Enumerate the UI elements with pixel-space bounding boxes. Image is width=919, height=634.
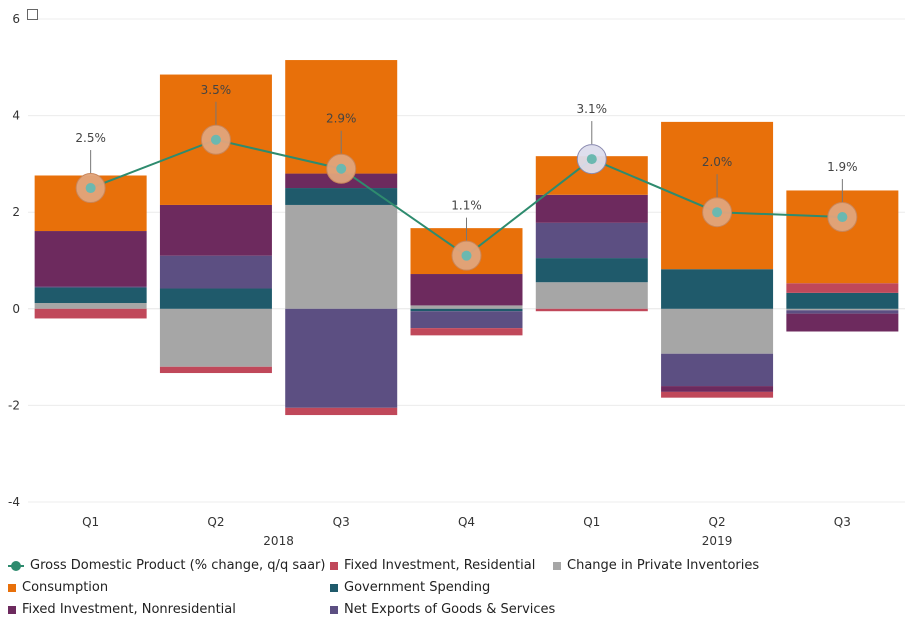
gdp-data-label: 3.5% bbox=[201, 83, 232, 97]
legend-swatch-net-exports bbox=[330, 605, 338, 614]
legend-line-marker-icon bbox=[8, 560, 24, 571]
bar-segment bbox=[661, 386, 774, 392]
legend-item-nonresidential[interactable]: Fixed Investment, Nonresidential bbox=[8, 602, 236, 617]
gdp-point bbox=[85, 183, 96, 194]
bar-segment bbox=[34, 287, 147, 304]
legend-label-nonresidential: Fixed Investment, Nonresidential bbox=[22, 602, 236, 617]
gdp-contributions-chart: 2.5% 3.5% 2.9% 1.1% 3.1% 2.0% 1.9% 6 4 2 0 -2 -4 Q1 Q… bbox=[8, 12, 905, 548]
bar-segment bbox=[535, 258, 648, 283]
gdp-data-label: 1.1% bbox=[451, 199, 482, 213]
bar-segment bbox=[285, 308, 398, 408]
bar-segment bbox=[786, 308, 899, 311]
legend-item-gdp[interactable]: Gross Domestic Product (% change, q/q sa… bbox=[8, 558, 325, 573]
bar-segment bbox=[159, 255, 272, 289]
bar-segment bbox=[786, 310, 899, 314]
gdp-line-layer: 2.5% 3.5% 2.9% 1.1% 3.1% 2.0% 1.9% bbox=[75, 83, 858, 271]
legend-label-gdp: Gross Domestic Product (% change, q/q sa… bbox=[30, 558, 326, 573]
legend-item-inventories[interactable]: Change in Private Inventories bbox=[553, 558, 759, 573]
bar-segment bbox=[661, 269, 774, 309]
bar-segment bbox=[34, 303, 147, 309]
y-tick-label: 4 bbox=[12, 109, 20, 123]
bar-segment bbox=[410, 328, 523, 336]
x-tick-label: Q2 bbox=[207, 515, 224, 529]
bar-segment bbox=[34, 231, 147, 287]
legend-label-net-exports: Net Exports of Goods & Services bbox=[344, 602, 556, 617]
bar-segment bbox=[535, 194, 648, 223]
legend-swatch-nonresidential bbox=[8, 605, 16, 614]
bar-segment bbox=[410, 311, 523, 329]
x-tick-label: Q3 bbox=[333, 515, 350, 529]
legend: Gross Domestic Product (% change, q/q sa… bbox=[8, 558, 908, 628]
bar-segment bbox=[285, 204, 398, 309]
bar-segment bbox=[159, 204, 272, 256]
legend-label-residential: Fixed Investment, Residential bbox=[344, 558, 536, 573]
y-tick-label: -2 bbox=[8, 398, 20, 412]
legend-swatch-government bbox=[330, 583, 338, 592]
legend-label-consumption: Consumption bbox=[22, 580, 109, 595]
bar-segment bbox=[535, 282, 648, 309]
legend-swatch-residential bbox=[330, 561, 338, 570]
bar-segment bbox=[410, 308, 523, 312]
bar-segment bbox=[661, 308, 774, 354]
bar-segment bbox=[786, 292, 899, 309]
bar-segment bbox=[159, 366, 272, 374]
gdp-point bbox=[712, 207, 723, 218]
gdp-point bbox=[837, 212, 848, 223]
legend-label-inventories: Change in Private Inventories bbox=[567, 558, 760, 573]
legend-item-government[interactable]: Government Spending bbox=[330, 580, 490, 595]
x-tick-label: Q4 bbox=[458, 515, 475, 529]
x-tick-label: Q2 bbox=[709, 515, 726, 529]
gdp-data-label: 2.9% bbox=[326, 112, 357, 126]
y-tick-label: -4 bbox=[8, 495, 20, 509]
bar-segment bbox=[159, 288, 272, 309]
bar-segment bbox=[34, 308, 147, 319]
bar-segment bbox=[285, 188, 398, 205]
bar-segment bbox=[661, 391, 774, 398]
bar-segment bbox=[535, 308, 648, 312]
bar-segment bbox=[285, 407, 398, 416]
legend-item-residential[interactable]: Fixed Investment, Residential bbox=[330, 558, 535, 573]
legend-label-government: Government Spending bbox=[344, 580, 491, 595]
bar-segment bbox=[786, 283, 899, 293]
gdp-data-label: 1.9% bbox=[827, 160, 858, 174]
gdp-point bbox=[210, 134, 221, 145]
axes: 6 4 2 0 -2 -4 Q1 Q2 Q3 Q4 Q1 Q2 Q3 2018 2019 bbox=[8, 12, 851, 548]
x-tick-label: Q1 bbox=[82, 515, 99, 529]
gdp-point bbox=[336, 163, 347, 174]
legend-swatch-inventories bbox=[553, 561, 561, 570]
y-tick-label: 6 bbox=[12, 12, 20, 26]
x-year-label: 2019 bbox=[702, 534, 733, 548]
bar-segment bbox=[410, 274, 523, 306]
bar-segment bbox=[410, 305, 523, 309]
legend-swatch-consumption bbox=[8, 583, 16, 592]
chart-toggle-checkbox[interactable] bbox=[27, 9, 38, 20]
x-tick-label: Q3 bbox=[834, 515, 851, 529]
bar-segment bbox=[786, 313, 899, 332]
bar-segment bbox=[34, 286, 147, 288]
gdp-data-label: 3.1% bbox=[577, 102, 608, 116]
gdp-data-label: 2.0% bbox=[702, 155, 733, 169]
gdp-data-label: 2.5% bbox=[75, 131, 106, 145]
legend-dot bbox=[11, 560, 21, 571]
bar-segment bbox=[159, 308, 272, 367]
x-year-label: 2018 bbox=[263, 534, 294, 548]
bar-segment bbox=[661, 353, 774, 387]
legend-item-net-exports[interactable]: Net Exports of Goods & Services bbox=[330, 602, 555, 617]
x-tick-label: Q1 bbox=[583, 515, 600, 529]
legend-item-consumption[interactable]: Consumption bbox=[8, 580, 108, 595]
y-tick-label: 2 bbox=[12, 205, 20, 219]
gdp-point bbox=[586, 154, 597, 165]
gdp-point bbox=[461, 250, 472, 261]
bar-segment bbox=[535, 222, 648, 259]
y-tick-label: 0 bbox=[12, 302, 20, 316]
